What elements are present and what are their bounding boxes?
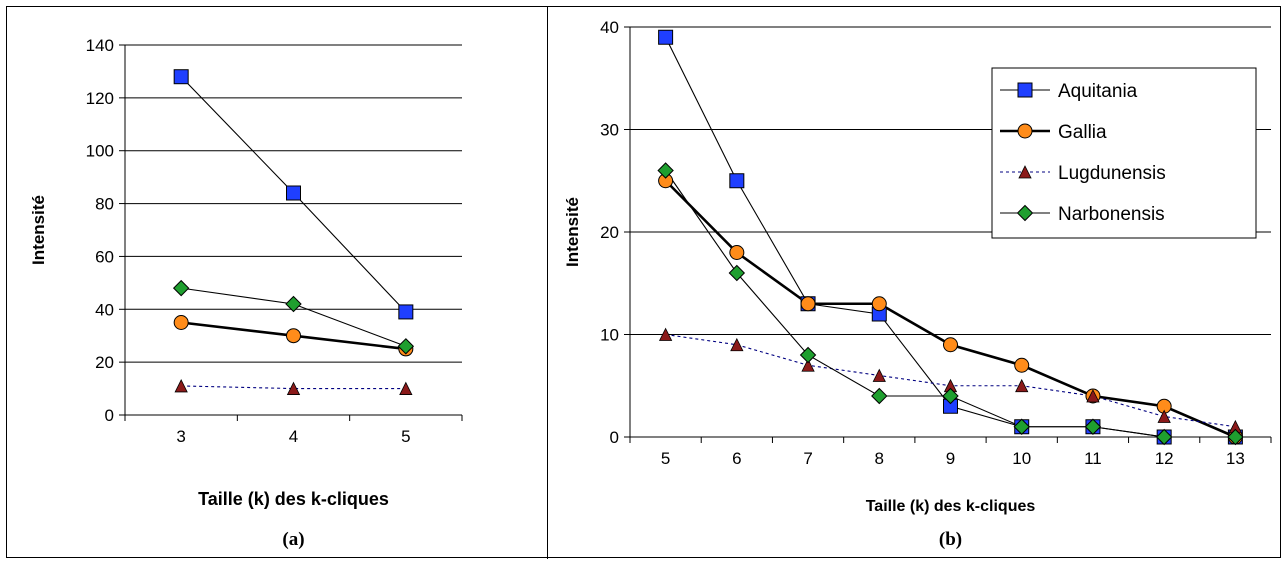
data-point-lugdunensis [286, 381, 301, 395]
data-point-gallia [871, 296, 887, 312]
y-tick-label: 100 [86, 142, 114, 161]
data-point-narbonensis [1227, 428, 1244, 446]
x-tick-label: 7 [803, 449, 812, 468]
y-tick-label: 60 [95, 247, 114, 266]
data-point-lugdunensis [1015, 378, 1029, 393]
data-point-lugdunensis [872, 368, 886, 382]
data-point-lugdunensis [1157, 409, 1171, 423]
x-axis-title: Taille (k) des k-cliques [198, 489, 389, 509]
data-point-narbonensis [397, 338, 415, 355]
figure-frame [6, 6, 1281, 559]
x-tick-label: 3 [176, 427, 185, 446]
legend-marker-lugdunensis [1018, 165, 1032, 179]
data-point-aquitania [398, 304, 414, 320]
data-point-narbonensis [871, 387, 888, 405]
data-point-gallia [729, 245, 745, 260]
data-point-gallia [286, 328, 301, 344]
x-tick-label: 5 [661, 449, 670, 468]
data-point-lugdunensis [801, 358, 815, 372]
panel-divider [547, 7, 548, 559]
legend-label-lugdunensis: Lugdunensis [1058, 163, 1166, 184]
legend-marker-gallia [1017, 123, 1033, 139]
data-point-narbonensis [1013, 418, 1030, 435]
x-axis-title: Taille (k) des k-cliques [866, 498, 1036, 515]
data-point-narbonensis [172, 279, 190, 297]
panel-a: 0 20 40 60 80 100 120 140 3 4 5 Intensité Taille (k)… [29, 36, 463, 550]
y-tick-label: 20 [600, 223, 619, 242]
panel-b: 0 10 20 30 40 5 6 7 8 9 10 11 12 13 Intensité Taille (k… [563, 18, 1272, 550]
x-tick-label: 11 [1084, 449, 1102, 468]
x-tick-label: 10 [1012, 449, 1031, 468]
legend-label-aquitania: Aquitania [1058, 81, 1138, 102]
y-tick-label: 40 [95, 300, 114, 319]
data-point-narbonensis [942, 387, 959, 405]
data-point-lugdunensis [174, 379, 188, 393]
data-point-narbonensis [1084, 418, 1102, 435]
y-tick-label: 0 [105, 406, 114, 425]
data-point-narbonensis [799, 346, 817, 364]
data-point-narbonensis [285, 295, 302, 313]
y-axis-title: Intensité [29, 195, 48, 265]
data-point-lugdunensis [1086, 389, 1100, 403]
x-tick-label: 13 [1226, 449, 1245, 468]
x-tick-label: 4 [289, 427, 298, 446]
y-tick-label: 40 [600, 18, 619, 37]
y-tick-label: 30 [600, 121, 619, 140]
x-tick-label: 8 [875, 449, 884, 468]
data-point-narbonensis [728, 264, 746, 282]
data-point-lugdunensis [658, 327, 673, 341]
panel-label: (b) [939, 529, 962, 550]
y-tick-label: 20 [95, 353, 114, 372]
legend-box [991, 67, 1257, 239]
data-point-gallia [943, 337, 958, 353]
data-point-gallia [173, 315, 189, 330]
data-point-aquitania [286, 185, 301, 201]
y-tick-label: 80 [95, 195, 114, 214]
data-point-gallia [1014, 357, 1030, 373]
legend-marker-narbonensis [1016, 204, 1034, 222]
data-point-narbonensis [1155, 428, 1173, 446]
data-point-lugdunensis [399, 381, 413, 395]
data-point-aquitania [729, 173, 745, 189]
data-point-narbonensis [657, 162, 674, 179]
x-tick-label: 9 [946, 449, 955, 468]
y-tick-label: 140 [86, 36, 114, 55]
x-tick-label: 6 [732, 449, 741, 468]
y-tick-label: 0 [610, 428, 619, 447]
legend-label-gallia: Gallia [1058, 122, 1107, 143]
data-point-lugdunensis [730, 337, 744, 352]
y-axis-title: Intensité [563, 197, 582, 267]
legend-label-narbonensis: Narbonensis [1058, 204, 1165, 225]
series-line-lugdunensis [181, 385, 406, 390]
y-tick-label: 120 [86, 89, 114, 108]
panel-label: (a) [282, 529, 304, 550]
x-tick-label: 12 [1155, 449, 1174, 468]
data-point-aquitania [173, 69, 189, 85]
legend-marker-aquitania [1017, 82, 1033, 98]
data-point-aquitania [658, 29, 674, 45]
y-tick-label: 10 [600, 326, 619, 345]
data-point-gallia [800, 296, 816, 312]
x-tick-label: 5 [401, 427, 410, 446]
